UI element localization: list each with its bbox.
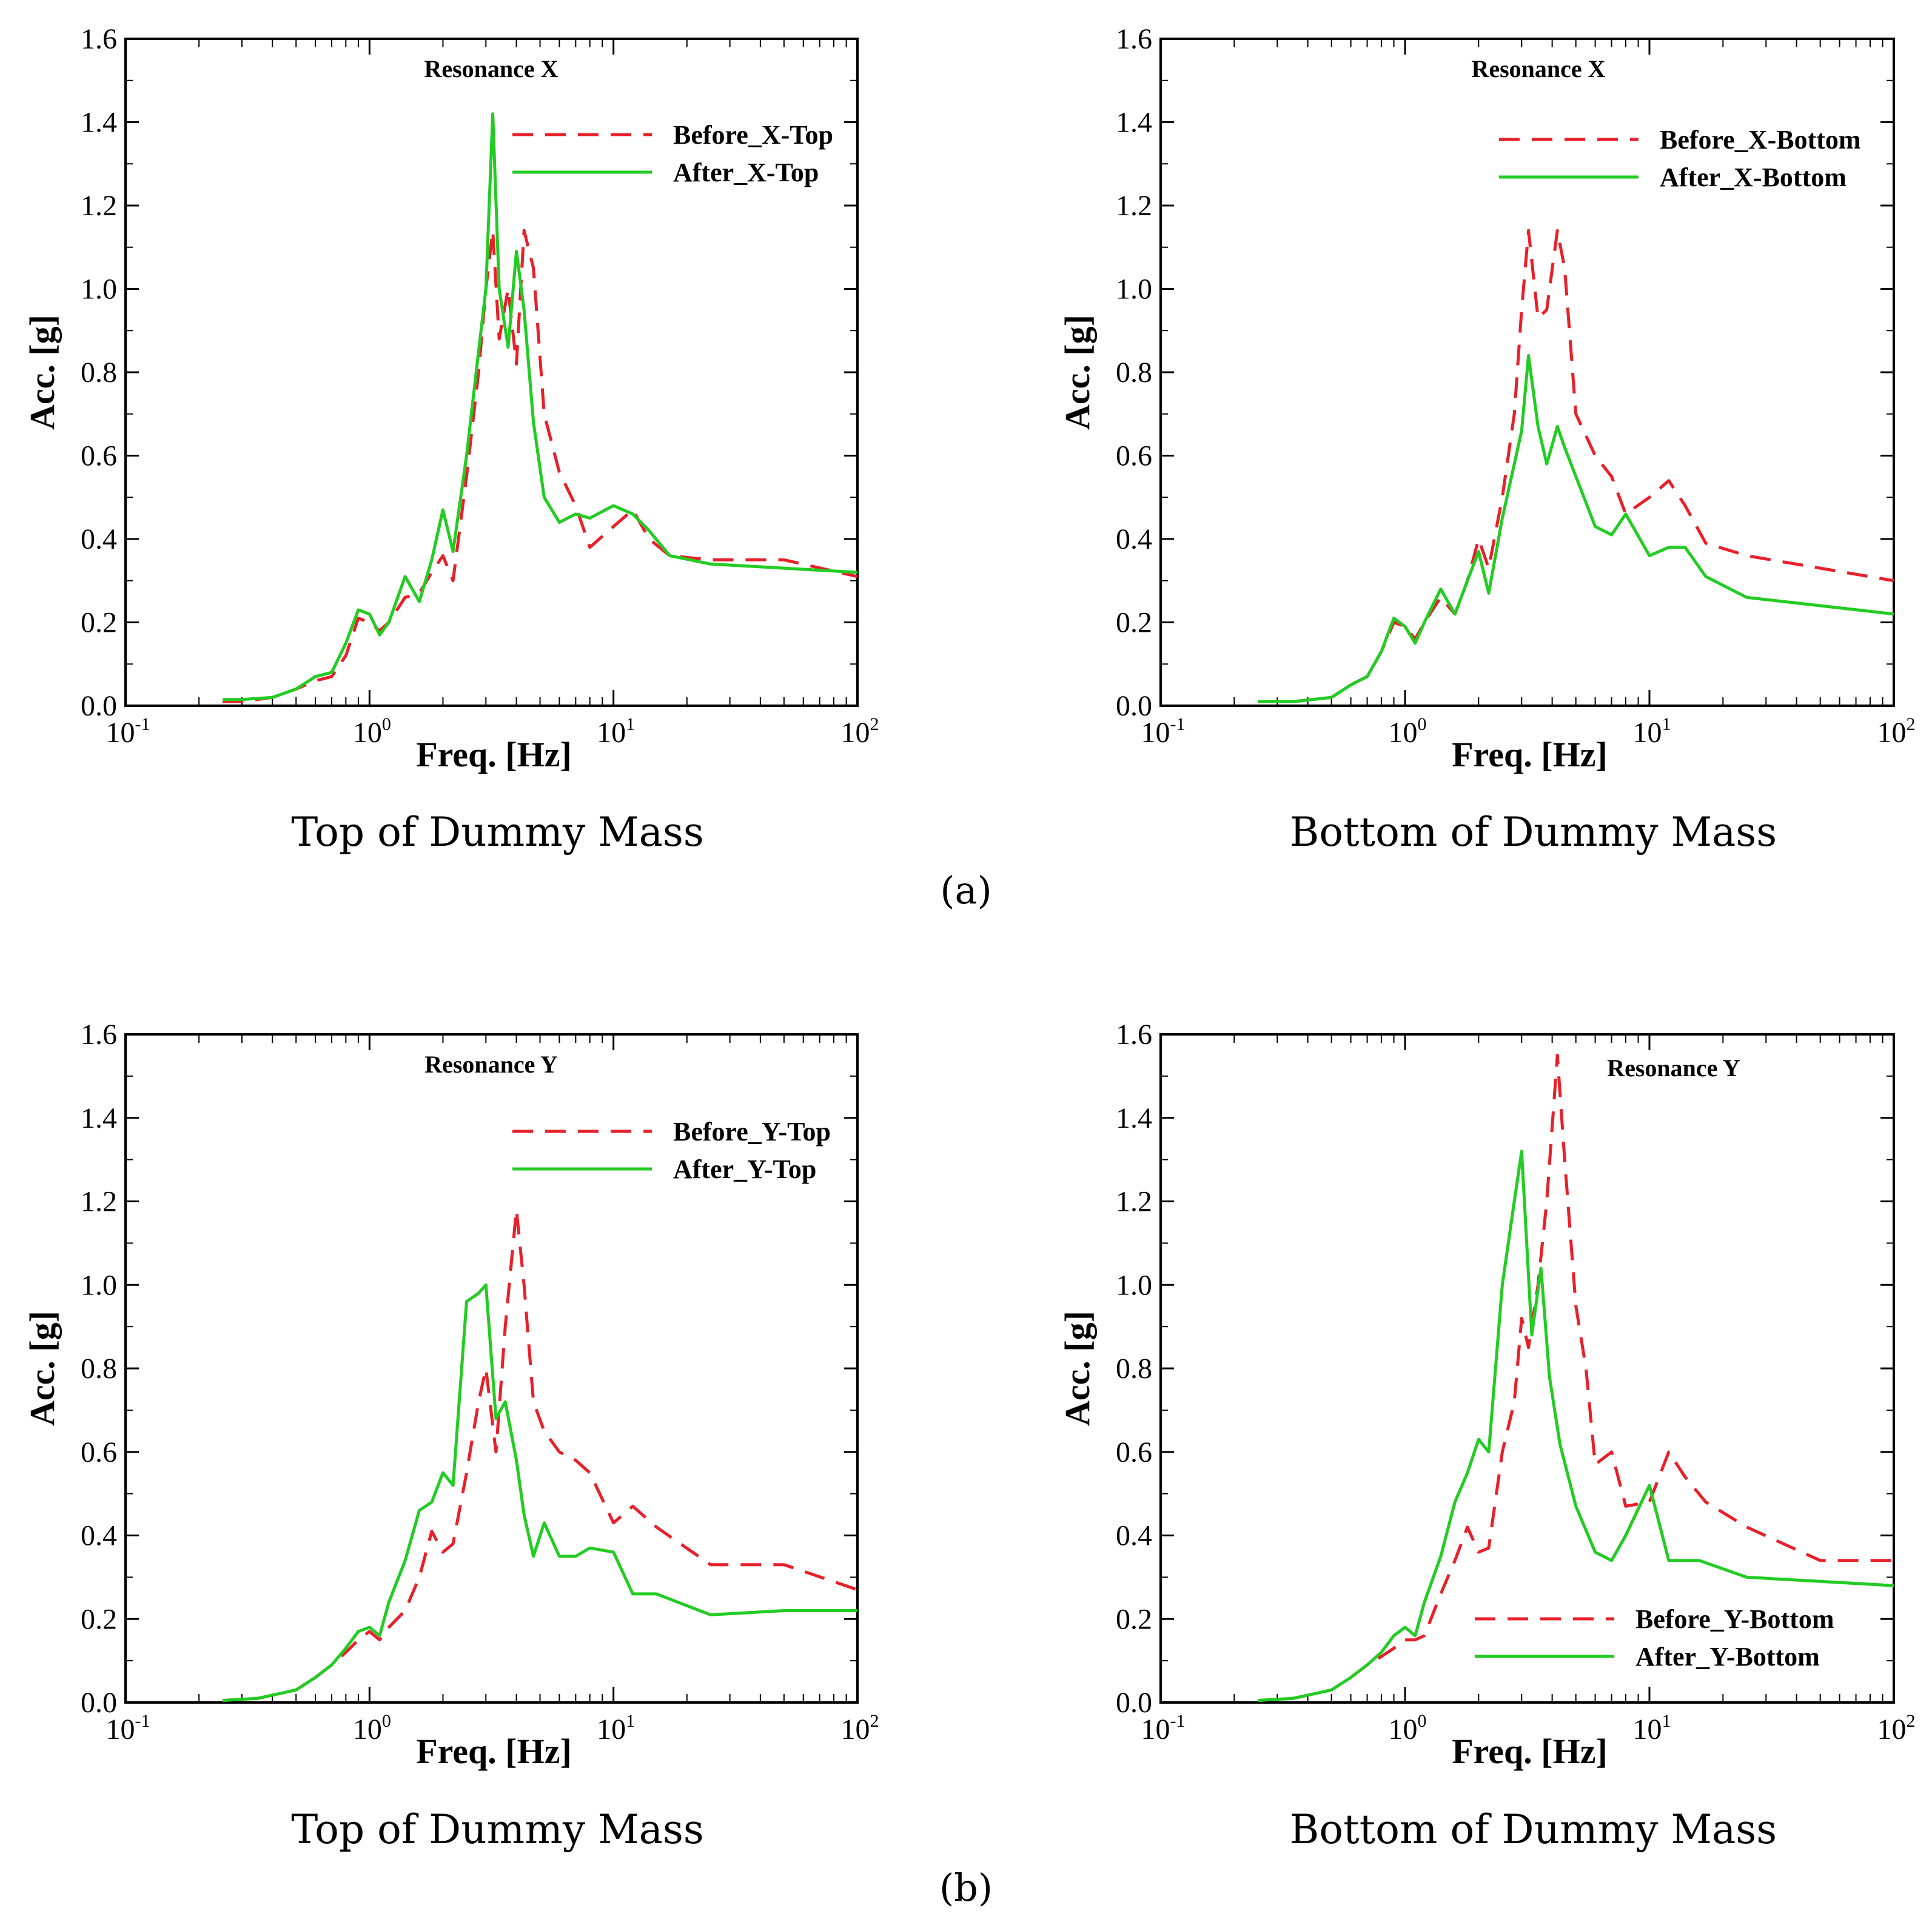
y-tick-label: 1.0 bbox=[81, 1269, 117, 1301]
chart-resonance-y-bottom: 0.0 0.2 0.4 0.6 0.8 1.0 1.2 1.4 1.6 10-1 100 101 102… bbox=[1058, 1019, 1916, 1853]
y-tick-label: 1.6 bbox=[1116, 23, 1152, 55]
x-tick-label: 101 bbox=[1633, 714, 1671, 749]
x-tick-label: 101 bbox=[1633, 1711, 1671, 1746]
y-tick-label: 1.4 bbox=[81, 1102, 117, 1134]
x-tick-label: 10-1 bbox=[106, 714, 150, 749]
y-tick-label: 1.6 bbox=[1116, 1019, 1152, 1051]
chart-caption: Top of Dummy Mass bbox=[291, 1806, 704, 1853]
y-axis-title: Acc. [g] bbox=[22, 315, 62, 430]
x-tick-label: 102 bbox=[1877, 714, 1916, 749]
y-tick-label: 1.4 bbox=[1116, 107, 1152, 139]
series-line-before-y-top bbox=[222, 1208, 857, 1702]
y-tick-label: 0.4 bbox=[1116, 1520, 1152, 1552]
chart-title: Resonance Y bbox=[1607, 1054, 1740, 1082]
series-line-before-x-top bbox=[223, 229, 857, 703]
y-axis-title: Acc. [g] bbox=[1058, 315, 1097, 430]
x-tick-label: 100 bbox=[1389, 714, 1427, 749]
panel-label-a: (a) bbox=[940, 868, 991, 912]
y-tick-label: 1.2 bbox=[81, 190, 117, 222]
series-line-before-y-bottom bbox=[1258, 1053, 1894, 1702]
chart-caption: Top of Dummy Mass bbox=[291, 809, 704, 855]
y-tick-label: 0.2 bbox=[81, 1603, 117, 1635]
y-tick-label: 1.4 bbox=[1116, 1102, 1152, 1134]
y-tick-label: 1.2 bbox=[1116, 1186, 1152, 1218]
y-tick-label: 0.6 bbox=[81, 440, 117, 472]
panel-label-b: (b) bbox=[939, 1866, 993, 1910]
legend-label: After_X-Top bbox=[673, 158, 819, 187]
x-axis-title: Freq. [Hz] bbox=[1452, 1732, 1608, 1771]
x-tick-label: 10-1 bbox=[1141, 714, 1186, 749]
chart-resonance-x-bottom: 0.0 0.2 0.4 0.6 0.8 1.0 1.2 1.4 1.6 10-1 100 101 102… bbox=[1058, 23, 1916, 855]
y-tick-label: 0.8 bbox=[81, 357, 117, 389]
y-tick-label: 0.6 bbox=[81, 1436, 117, 1468]
x-axis-title: Freq. [Hz] bbox=[416, 735, 572, 774]
legend-label: Before_Y-Top bbox=[673, 1117, 831, 1147]
chart-title: Resonance X bbox=[1471, 55, 1605, 82]
y-tick-label: 0.8 bbox=[1116, 1353, 1152, 1385]
y-tick-label: 0.8 bbox=[81, 1353, 117, 1385]
y-axis-title: Acc. [g] bbox=[22, 1311, 62, 1426]
legend-label: After_Y-Bottom bbox=[1635, 1642, 1820, 1672]
chart-resonance-y-top: 0.0 0.2 0.4 0.6 0.8 1.0 1.2 1.4 1.6 10-1 100 101 102… bbox=[22, 1019, 879, 1853]
chart-title: Resonance Y bbox=[424, 1051, 558, 1078]
legend-label: After_Y-Top bbox=[673, 1154, 816, 1184]
chart-caption: Bottom of Dummy Mass bbox=[1290, 809, 1777, 855]
y-axis-title: Acc. [g] bbox=[1058, 1311, 1097, 1426]
legend-label: Before_X-Bottom bbox=[1660, 125, 1861, 155]
y-tick-label: 0.2 bbox=[1116, 607, 1152, 639]
x-tick-label: 10-1 bbox=[1141, 1711, 1186, 1746]
x-tick-label: 100 bbox=[1389, 1711, 1427, 1746]
y-tick-label: 1.2 bbox=[81, 1186, 117, 1218]
x-axis-title: Freq. [Hz] bbox=[1452, 735, 1608, 774]
y-tick-label: 0.4 bbox=[81, 1520, 117, 1552]
legend-label: After_X-Bottom bbox=[1660, 162, 1846, 192]
x-tick-label: 10-1 bbox=[106, 1711, 150, 1746]
y-tick-label: 1.6 bbox=[81, 1019, 117, 1051]
y-tick-label: 0.0 bbox=[1116, 690, 1152, 722]
x-tick-label: 101 bbox=[597, 1711, 635, 1746]
plot-frame bbox=[1159, 1033, 1895, 1704]
y-tick-label: 0.0 bbox=[1116, 1687, 1152, 1719]
x-tick-label: 102 bbox=[841, 1711, 879, 1746]
series-line-after-y-bottom bbox=[1258, 1150, 1894, 1702]
y-tick-label: 0.6 bbox=[1116, 440, 1152, 472]
legend-label: Before_X-Top bbox=[673, 120, 833, 150]
chart-title: Resonance X bbox=[424, 55, 558, 82]
y-tick-label: 0.4 bbox=[1116, 523, 1152, 555]
y-tick-label: 0.4 bbox=[81, 523, 117, 555]
series-line-after-y-top bbox=[222, 1283, 857, 1702]
y-tick-label: 1.0 bbox=[81, 273, 117, 306]
y-tick-label: 0.8 bbox=[1116, 357, 1152, 389]
chart-resonance-x-top: 0.0 0.2 0.4 0.6 0.8 1.0 1.2 1.4 1.6 10-1 100 101 102… bbox=[22, 23, 879, 855]
x-tick-label: 100 bbox=[353, 1711, 391, 1746]
legend-label: Before_Y-Bottom bbox=[1635, 1604, 1834, 1634]
series-line-after-x-top bbox=[223, 112, 857, 701]
y-tick-label: 0.2 bbox=[1116, 1603, 1152, 1635]
x-tick-label: 102 bbox=[841, 714, 879, 749]
series-line-after-x-bottom bbox=[1258, 354, 1894, 703]
y-tick-label: 1.0 bbox=[1116, 273, 1152, 306]
y-tick-label: 1.0 bbox=[1116, 1269, 1152, 1301]
chart-caption: Bottom of Dummy Mass bbox=[1290, 1806, 1777, 1853]
y-tick-label: 1.2 bbox=[1116, 190, 1152, 222]
y-tick-label: 0.2 bbox=[81, 607, 117, 639]
x-tick-label: 102 bbox=[1877, 1711, 1916, 1746]
x-tick-label: 101 bbox=[597, 714, 635, 749]
y-tick-label: 0.0 bbox=[81, 690, 117, 722]
y-tick-label: 1.6 bbox=[81, 23, 117, 55]
series-line-before-x-bottom bbox=[1258, 229, 1894, 703]
y-tick-label: 1.4 bbox=[81, 107, 117, 139]
x-axis-title: Freq. [Hz] bbox=[416, 1732, 572, 1771]
y-tick-label: 0.0 bbox=[81, 1687, 117, 1719]
y-tick-label: 0.6 bbox=[1116, 1436, 1152, 1468]
x-tick-label: 100 bbox=[353, 714, 391, 749]
